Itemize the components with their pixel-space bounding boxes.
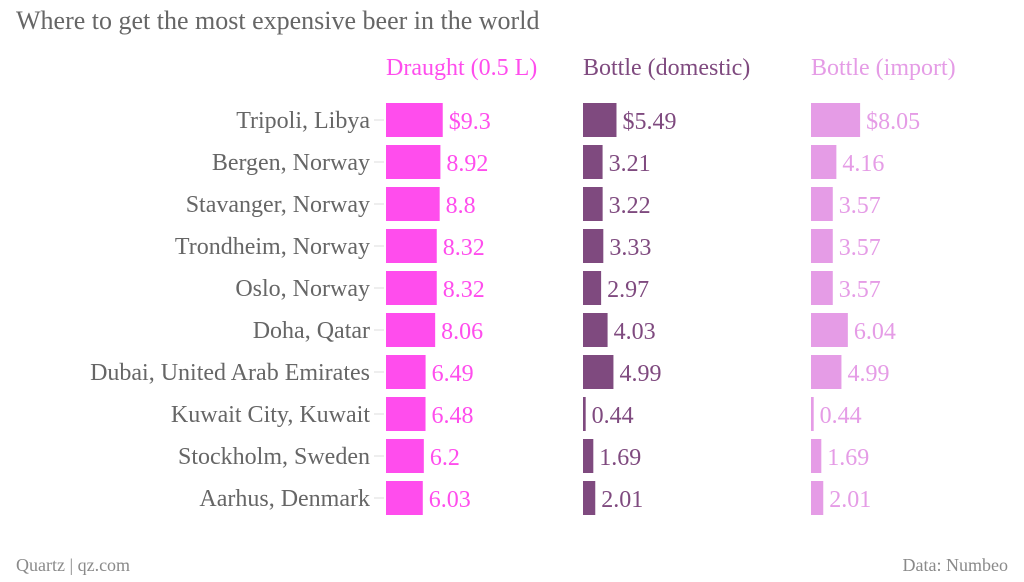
bar (386, 187, 440, 221)
data-label: 4.99 (619, 361, 661, 387)
data-label: 2.97 (607, 277, 649, 303)
bar (386, 355, 426, 389)
data-label: $8.05 (866, 109, 920, 135)
bar (811, 397, 814, 431)
bar (583, 187, 603, 221)
bar (811, 187, 833, 221)
data-label: 6.49 (432, 361, 474, 387)
category-label: Tripoli, Libya (236, 108, 370, 134)
data-label: 3.57 (839, 235, 881, 261)
bar (811, 145, 837, 179)
bar (583, 103, 617, 137)
bar (583, 229, 604, 263)
category-label: Dubai, United Arab Emirates (90, 360, 370, 386)
bar (583, 481, 596, 515)
data-label: 0.44 (592, 403, 634, 429)
bar (811, 481, 824, 515)
data-label: 6.03 (429, 487, 471, 513)
data-label: 4.16 (842, 151, 884, 177)
bar (386, 145, 441, 179)
bar (583, 439, 594, 473)
bar (386, 397, 426, 431)
bar (386, 229, 437, 263)
category-label: Aarhus, Denmark (199, 486, 370, 512)
bar (583, 145, 603, 179)
footer-source-left: Quartz | qz.com (16, 555, 131, 575)
bar (811, 103, 861, 137)
data-label: 3.57 (839, 193, 881, 219)
data-label: 1.69 (827, 445, 869, 471)
bar (811, 271, 833, 305)
bar (386, 313, 436, 347)
bar (811, 229, 833, 263)
data-label: 6.2 (430, 445, 460, 471)
bar (583, 355, 614, 389)
bar (386, 103, 443, 137)
footer-source-right: Data: Numbeo (902, 555, 1008, 575)
data-label: 8.32 (443, 235, 485, 261)
category-label: Kuwait City, Kuwait (171, 402, 370, 428)
category-label: Stockholm, Sweden (178, 444, 370, 470)
bar (386, 481, 423, 515)
bar (583, 271, 602, 305)
data-label: 6.04 (854, 319, 896, 345)
chart-title: Where to get the most expensive beer in … (16, 6, 540, 35)
data-label: 3.57 (839, 277, 881, 303)
category-label: Doha, Qatar (253, 318, 370, 344)
data-label: 8.92 (446, 151, 488, 177)
bar (811, 313, 848, 347)
legend-bottle-domestic: Bottle (domestic) (583, 55, 751, 81)
data-label: 0.44 (820, 403, 862, 429)
data-label: 2.01 (601, 487, 643, 513)
bar (386, 271, 437, 305)
legend-bottle-import: Bottle (import) (811, 55, 956, 81)
bar (811, 355, 842, 389)
data-label: 8.32 (443, 277, 485, 303)
data-label: $5.49 (622, 109, 676, 135)
category-label: Oslo, Norway (235, 276, 370, 302)
category-label: Bergen, Norway (212, 150, 370, 176)
category-label: Stavanger, Norway (186, 192, 370, 218)
bar (583, 313, 608, 347)
data-label: 1.69 (599, 445, 641, 471)
data-label: $9.3 (449, 109, 491, 135)
bar (583, 397, 586, 431)
data-label: 6.48 (432, 403, 474, 429)
data-label: 3.21 (609, 151, 651, 177)
data-label: 4.03 (614, 319, 656, 345)
legend-draught: Draught (0.5 L) (386, 55, 538, 81)
data-label: 8.8 (446, 193, 476, 219)
data-label: 3.22 (609, 193, 651, 219)
category-label: Trondheim, Norway (175, 234, 370, 260)
data-label: 2.01 (829, 487, 871, 513)
bar (811, 439, 822, 473)
data-label: 4.99 (847, 361, 889, 387)
data-label: 8.06 (441, 319, 483, 345)
data-label: 3.33 (609, 235, 651, 261)
bar (386, 439, 424, 473)
